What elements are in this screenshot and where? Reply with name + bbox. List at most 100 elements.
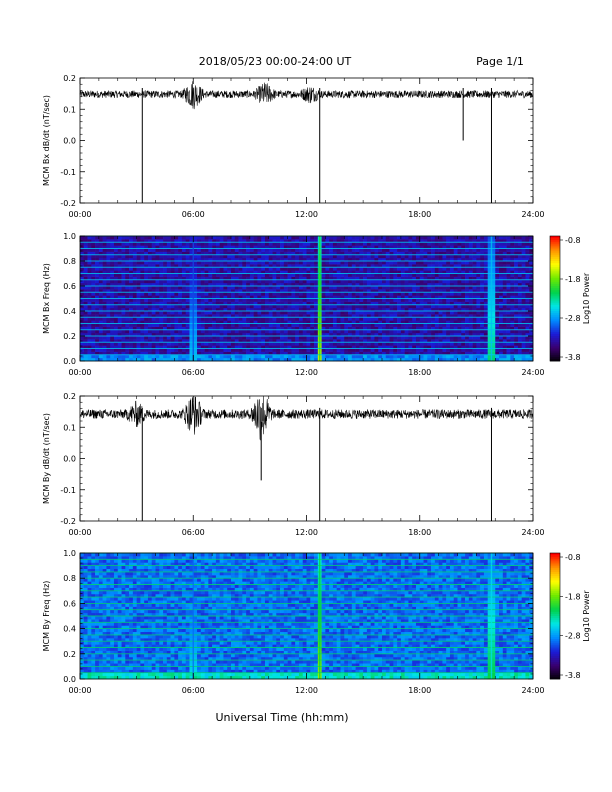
heat-cell [215, 261, 220, 265]
heat-cell [185, 245, 190, 249]
heat-cell [525, 239, 530, 243]
heat-cell [465, 311, 470, 315]
heat-cell [197, 282, 202, 287]
heat-cell [423, 257, 428, 262]
heat-cell [529, 357, 534, 362]
heat-cell [442, 348, 447, 352]
heat-cell [189, 289, 194, 293]
heat-cell [521, 276, 526, 281]
heat-cell [280, 248, 285, 252]
heat-cell [136, 336, 141, 340]
heat-cell [449, 336, 455, 340]
heat-cell [340, 339, 345, 343]
heat-cell [261, 254, 266, 259]
heat-cell [87, 242, 92, 246]
heat-cell [189, 286, 194, 290]
heat-cell [378, 270, 383, 274]
heat-cell [125, 257, 130, 262]
heat-cell [170, 342, 175, 346]
heat-cell [468, 254, 473, 259]
heat-cell [378, 245, 383, 249]
heat-cell [110, 351, 115, 356]
heat-cell [415, 314, 421, 318]
heat-cell [170, 336, 175, 340]
heat-cell [472, 267, 477, 271]
heat-cell [370, 301, 375, 306]
heat-cell [268, 257, 273, 262]
heat-cell [170, 351, 175, 356]
heat-cell [219, 248, 224, 252]
heat-cell [351, 345, 356, 349]
heat-cell [283, 329, 288, 334]
heat-cell [98, 301, 103, 306]
heat-cell [242, 348, 247, 352]
heat-cell [276, 264, 281, 268]
heat-cell [204, 354, 209, 359]
heat-cell [472, 248, 477, 252]
heat-cell [227, 301, 232, 306]
heat-cell [166, 236, 171, 240]
heat-cell [408, 248, 413, 252]
heat-cell [461, 320, 466, 324]
heat-cell [374, 339, 379, 343]
heat-cell [95, 286, 100, 290]
heat-cell [499, 323, 504, 327]
heat-cell [106, 242, 111, 246]
heat-cell [393, 236, 398, 240]
heat-cell [378, 242, 383, 246]
heat-cell [238, 282, 243, 287]
heat-cell [95, 245, 100, 249]
heat-cell [276, 276, 281, 281]
heat-cell [495, 348, 500, 352]
heat-cell [238, 286, 243, 290]
heat-cell [283, 307, 288, 312]
heat-cell [525, 311, 530, 315]
heat-cell [238, 320, 243, 324]
heat-cell [348, 326, 353, 331]
heat-cell [257, 342, 262, 346]
heat-cell [283, 336, 288, 340]
heat-cell [457, 320, 462, 324]
heat-cell [344, 236, 349, 240]
heat-cell [423, 307, 428, 312]
heat-cell [302, 301, 307, 306]
heat-cell [393, 351, 398, 356]
heat-cell [132, 289, 137, 293]
heat-cell [121, 326, 126, 331]
heat-cell [140, 286, 145, 290]
heat-cell [212, 282, 217, 287]
heat-cell [287, 242, 292, 246]
heat-cell [400, 351, 405, 356]
heat-cell [344, 301, 349, 306]
heat-cell [87, 292, 92, 296]
heat-cell [329, 261, 334, 265]
heat-cell [136, 298, 141, 302]
heat-cell [438, 314, 443, 318]
heat-cell [132, 332, 137, 337]
heat-cell [442, 279, 447, 284]
heat-cell [204, 329, 209, 334]
heat-cell [370, 317, 375, 321]
heat-cell [231, 336, 236, 340]
heat-cell [306, 261, 311, 265]
heat-cell [359, 270, 364, 274]
heat-cell [506, 286, 511, 290]
heat-cell [257, 273, 262, 277]
heat-cell [370, 307, 375, 312]
heat-cell [83, 329, 88, 334]
heat-cell [332, 282, 337, 287]
heat-cell [506, 236, 511, 240]
heat-cell [238, 239, 243, 243]
heat-cell [98, 326, 103, 331]
heat-cell [449, 339, 455, 343]
heat-cell [219, 329, 224, 334]
heat-cell [389, 357, 394, 362]
heat-cell [415, 279, 421, 284]
heat-cell [363, 332, 368, 337]
heat-cell [382, 298, 387, 302]
heat-cell [249, 354, 254, 359]
heat-cell [514, 357, 519, 362]
heat-cell [480, 276, 485, 281]
heat-cell [280, 276, 285, 281]
heat-cell [125, 345, 130, 349]
